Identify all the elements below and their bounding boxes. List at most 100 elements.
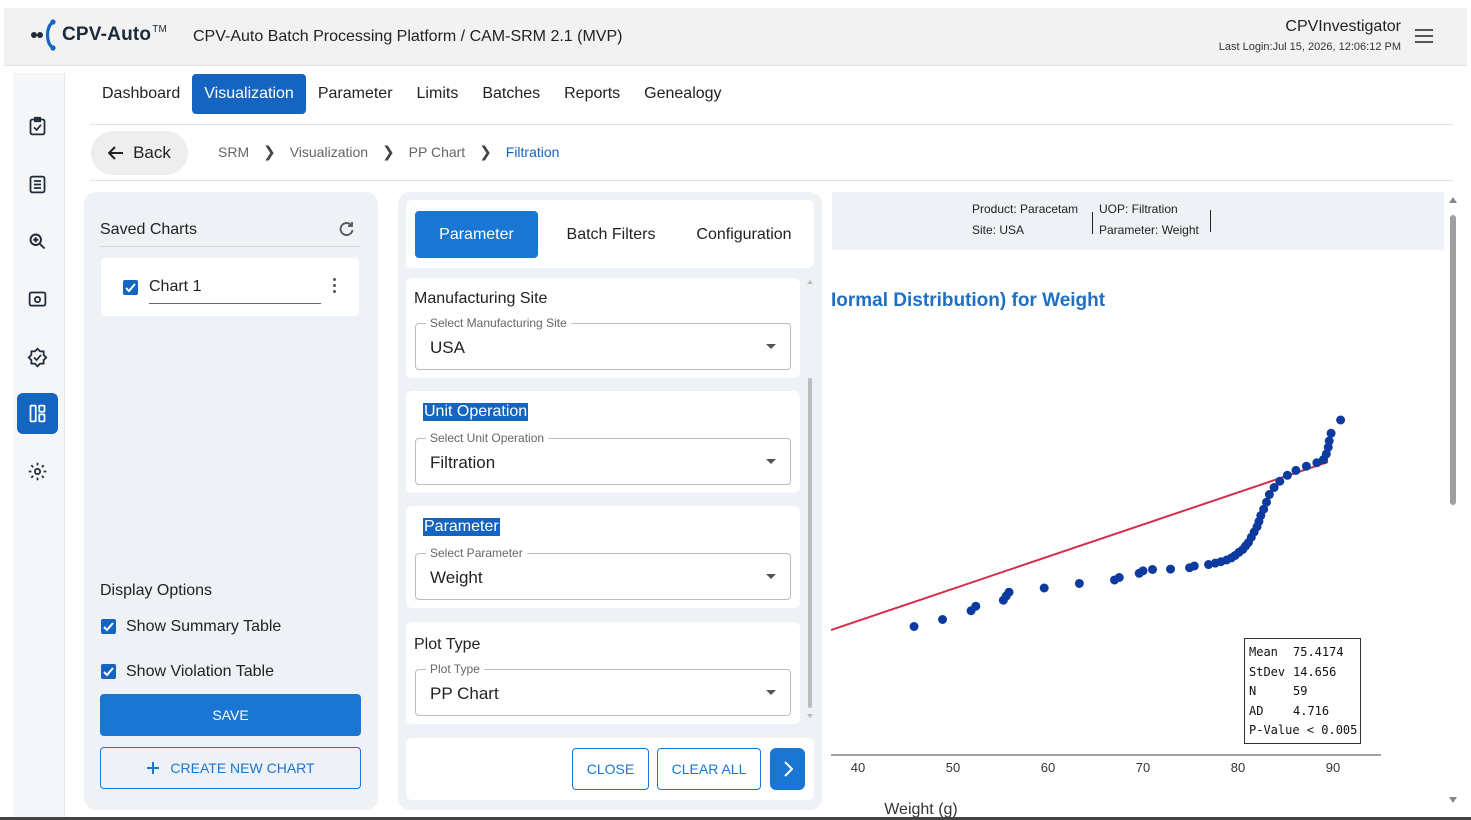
caret-down-icon <box>766 344 776 349</box>
create-new-chart-button[interactable]: CREATE NEW CHART <box>100 747 361 789</box>
select-legend: Select Unit Operation <box>426 431 549 445</box>
nav-dashboard[interactable]: Dashboard <box>102 85 181 102</box>
nav-reports[interactable]: Reports <box>564 85 621 102</box>
saved-charts-divider <box>100 246 360 247</box>
scroll-up-icon[interactable] <box>806 278 814 286</box>
summary-table-checkbox[interactable] <box>101 619 116 634</box>
select-value: Weight <box>430 568 483 587</box>
list-icon[interactable] <box>17 164 58 205</box>
breadcrumb-pp-chart[interactable]: PP Chart <box>408 144 466 160</box>
nav-visualization[interactable]: Visualization <box>192 74 306 114</box>
violation-table-label: Show Violation Table <box>126 663 274 680</box>
monitor-icon[interactable] <box>17 279 58 320</box>
save-button[interactable]: SAVE <box>100 694 361 736</box>
clear-all-button[interactable]: CLEAR ALL <box>657 748 761 790</box>
x-tick-label: 80 <box>1231 760 1245 775</box>
manufacturing-site-select[interactable]: Select Manufacturing Site USA <box>415 316 791 370</box>
breadcrumb-srm[interactable]: SRM <box>218 144 250 160</box>
data-point <box>1336 415 1346 425</box>
plot-type-select[interactable]: Plot Type PP Chart <box>415 662 791 716</box>
data-point <box>1282 470 1292 480</box>
chart-checkbox[interactable] <box>123 280 138 295</box>
summary-table-label: Show Summary Table <box>126 618 282 635</box>
data-point <box>1189 561 1199 571</box>
parameter-card: Parameter Select Parameter Weight <box>406 506 800 608</box>
stat-row-pvalue: P-Value < 0.005 <box>1249 723 1358 737</box>
saved-chart-item[interactable]: Chart 1 <box>101 258 359 316</box>
config-footer: CLOSE CLEAR ALL <box>406 738 814 800</box>
zoom-icon[interactable] <box>17 221 58 262</box>
data-point <box>1269 483 1279 493</box>
badge-check-icon[interactable] <box>17 337 58 378</box>
data-point <box>1275 476 1285 486</box>
product-info: Product: Paracetam <box>972 202 1079 216</box>
last-login: Last Login:Jul 15, 2026, 12:06:12 PM <box>1218 41 1401 53</box>
x-tick-label: 40 <box>851 760 865 775</box>
violation-table-checkbox[interactable] <box>101 664 116 679</box>
fit-line <box>831 461 1329 631</box>
tab-batch-filters[interactable]: Batch Filters <box>566 225 656 243</box>
logo-text: CPV-AutoTM <box>62 24 168 45</box>
more-vert-icon[interactable] <box>333 278 337 294</box>
data-point <box>1301 461 1311 471</box>
chevron-right-icon: ❯ <box>382 144 395 161</box>
sidebar <box>13 73 65 820</box>
scroll-thumb[interactable] <box>1450 215 1456 505</box>
info-divider <box>1210 210 1211 232</box>
plot-type-title: Plot Type <box>414 636 481 653</box>
top-bar: CPV-AutoTM CPV-Auto Batch Processing Pla… <box>4 8 1467 66</box>
parameter-select[interactable]: Select Parameter Weight <box>415 546 791 600</box>
app-title: CPV-Auto Batch Processing Platform / CAM… <box>193 28 623 45</box>
nav-parameter[interactable]: Parameter <box>317 85 393 102</box>
chart-title: Iormal Distribution) for Weight <box>831 290 1106 311</box>
parameter-title: Parameter <box>423 518 500 536</box>
pp-chart-plot[interactable]: 40 50 60 70 80 90 Weight (g) <box>831 190 1463 820</box>
unit-operation-card: Unit Operation Select Unit Operation Fil… <box>406 391 800 493</box>
nav-genealogy[interactable]: Genealogy <box>644 85 722 102</box>
config-scrollbar[interactable] <box>806 278 814 718</box>
tab-configuration[interactable]: Configuration <box>696 225 792 243</box>
user-info[interactable]: CPVInvestigator Last Login:Jul 15, 2026,… <box>1219 18 1401 53</box>
create-new-chart-label: CREATE NEW CHART <box>170 760 315 776</box>
scroll-down-icon[interactable] <box>806 712 814 720</box>
data-point <box>971 601 981 611</box>
select-value: Filtration <box>430 453 496 472</box>
scroll-down-icon[interactable] <box>1448 795 1458 805</box>
x-tick-label: 50 <box>946 760 960 775</box>
data-point <box>1166 564 1176 574</box>
unit-operation-select[interactable]: Select Unit Operation Filtration <box>415 431 791 485</box>
x-axis-label: Weight (g) <box>884 801 958 818</box>
clipboard-check-icon[interactable] <box>17 106 58 147</box>
select-value: USA <box>430 338 465 357</box>
manufacturing-site-title: Manufacturing Site <box>414 290 548 307</box>
plot-type-card: Plot Type Plot Type PP Chart <box>406 622 800 724</box>
nav-limits[interactable]: Limits <box>416 85 459 102</box>
chevron-right-icon: ❯ <box>479 144 492 161</box>
menu-icon[interactable] <box>1415 29 1433 43</box>
app-logo[interactable]: CPV-AutoTM <box>30 18 167 52</box>
arrow-left-icon <box>108 146 124 160</box>
select-legend: Plot Type <box>426 662 484 676</box>
scroll-up-icon[interactable] <box>1448 195 1458 205</box>
close-button[interactable]: CLOSE <box>572 748 649 790</box>
chart-info-bar: Product: Paracetam Site: USA UOP: Filtra… <box>832 192 1444 250</box>
select-legend: Select Parameter <box>426 546 527 560</box>
chart-name[interactable]: Chart 1 <box>149 278 202 295</box>
tab-parameter[interactable]: Parameter <box>415 211 538 258</box>
stat-row-mean: Mean 75.4174 <box>1249 645 1344 659</box>
config-panel: Parameter Batch Filters Configuration Ma… <box>398 192 822 810</box>
nav-batches[interactable]: Batches <box>482 85 541 102</box>
gear-icon[interactable] <box>17 451 58 492</box>
dashboard-icon[interactable] <box>17 393 58 434</box>
logo-mark-icon <box>31 19 56 51</box>
saved-charts-panel: Saved Charts Chart 1 Display Options Sho… <box>84 192 378 810</box>
stat-row-ad: AD 4.716 <box>1249 703 1330 718</box>
back-button[interactable]: Back <box>91 131 188 175</box>
site-info: Site: USA <box>972 223 1025 237</box>
breadcrumb-visualization[interactable]: Visualization <box>289 144 369 160</box>
refresh-icon[interactable] <box>337 220 355 238</box>
breadcrumb: SRM ❯ Visualization ❯ PP Chart ❯ Filtrat… <box>218 143 559 161</box>
next-button[interactable] <box>770 748 805 790</box>
stat-row-stdev: StDev 14.656 <box>1249 664 1337 679</box>
page-scrollbar[interactable] <box>1447 195 1459 807</box>
